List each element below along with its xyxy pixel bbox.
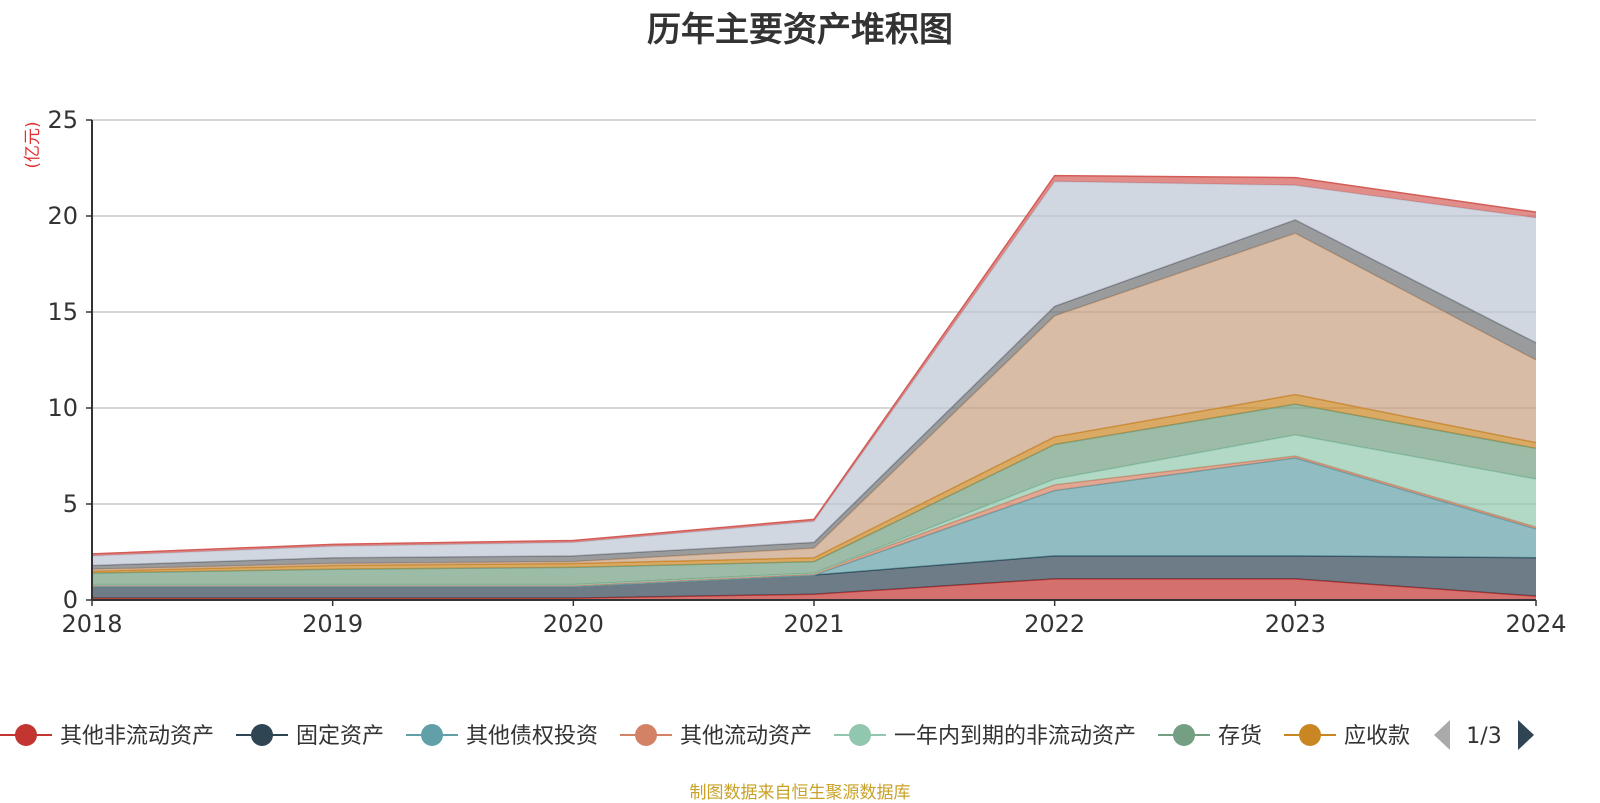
legend-marker-2 bbox=[421, 724, 444, 746]
legend-prev-page-icon[interactable] bbox=[1434, 720, 1451, 750]
y-tick-label: 25 bbox=[47, 106, 78, 134]
legend-label-2: 其他债权投资 bbox=[466, 724, 598, 749]
area-series-9 bbox=[92, 181, 1536, 566]
legend-label-3: 其他流动资产 bbox=[680, 724, 812, 749]
area-series-1 bbox=[92, 555, 1536, 599]
legend-label-0: 其他非流动资产 bbox=[60, 724, 214, 749]
legend-marker-0 bbox=[15, 724, 37, 746]
legend-next-page-icon[interactable] bbox=[1518, 720, 1535, 750]
x-tick-label: 2024 bbox=[1505, 610, 1566, 638]
legend-marker-1 bbox=[251, 724, 274, 746]
legend-marker-6 bbox=[1299, 724, 1322, 746]
area-series bbox=[91, 174, 1537, 600]
legend: 其他非流动资产 固定资产 其他债权投资 其他流动资产 一年内到期的非流动资产 存货 应收款 1… bbox=[0, 720, 1535, 750]
y-axis-unit-label: (亿元) bbox=[23, 121, 43, 168]
legend-label-5: 存货 bbox=[1218, 724, 1262, 749]
y-tick-label: 15 bbox=[47, 298, 78, 326]
area-series-5 bbox=[92, 404, 1536, 585]
source-note: 制图数据来自恒生聚源数据库 bbox=[689, 783, 911, 803]
area-series-2 bbox=[92, 457, 1536, 587]
legend-marker-4 bbox=[849, 724, 872, 746]
legend-page-indicator: 1/3 bbox=[1466, 724, 1501, 749]
area-series-7 bbox=[92, 233, 1536, 572]
x-tick-label: 2020 bbox=[543, 610, 604, 638]
area-series-0 bbox=[92, 578, 1536, 600]
x-tick-label: 2023 bbox=[1265, 610, 1326, 638]
y-tick-label: 0 bbox=[63, 586, 78, 614]
legend-label-6: 应收款 bbox=[1344, 724, 1410, 749]
x-tick-label: 2022 bbox=[1024, 610, 1085, 638]
y-tick-label: 20 bbox=[47, 202, 78, 230]
x-tick-label: 2019 bbox=[302, 610, 363, 638]
legend-label-1: 固定资产 bbox=[296, 724, 384, 749]
x-tick-label: 2021 bbox=[783, 610, 844, 638]
legend-marker-5 bbox=[1173, 724, 1196, 746]
chart-title: 历年主要资产堆积图 bbox=[647, 10, 953, 50]
legend-marker-3 bbox=[635, 724, 658, 746]
y-tick-label: 5 bbox=[63, 490, 78, 518]
axes: 0 5 10 15 20 25 2018 2019 2020 2021 2022 2023 2024 (亿… bbox=[23, 106, 1567, 638]
legend-label-4: 一年内到期的非流动资产 bbox=[894, 724, 1136, 749]
x-tick-label: 2018 bbox=[61, 610, 122, 638]
series-line-10 bbox=[91, 174, 1537, 555]
y-tick-label: 10 bbox=[47, 394, 78, 422]
